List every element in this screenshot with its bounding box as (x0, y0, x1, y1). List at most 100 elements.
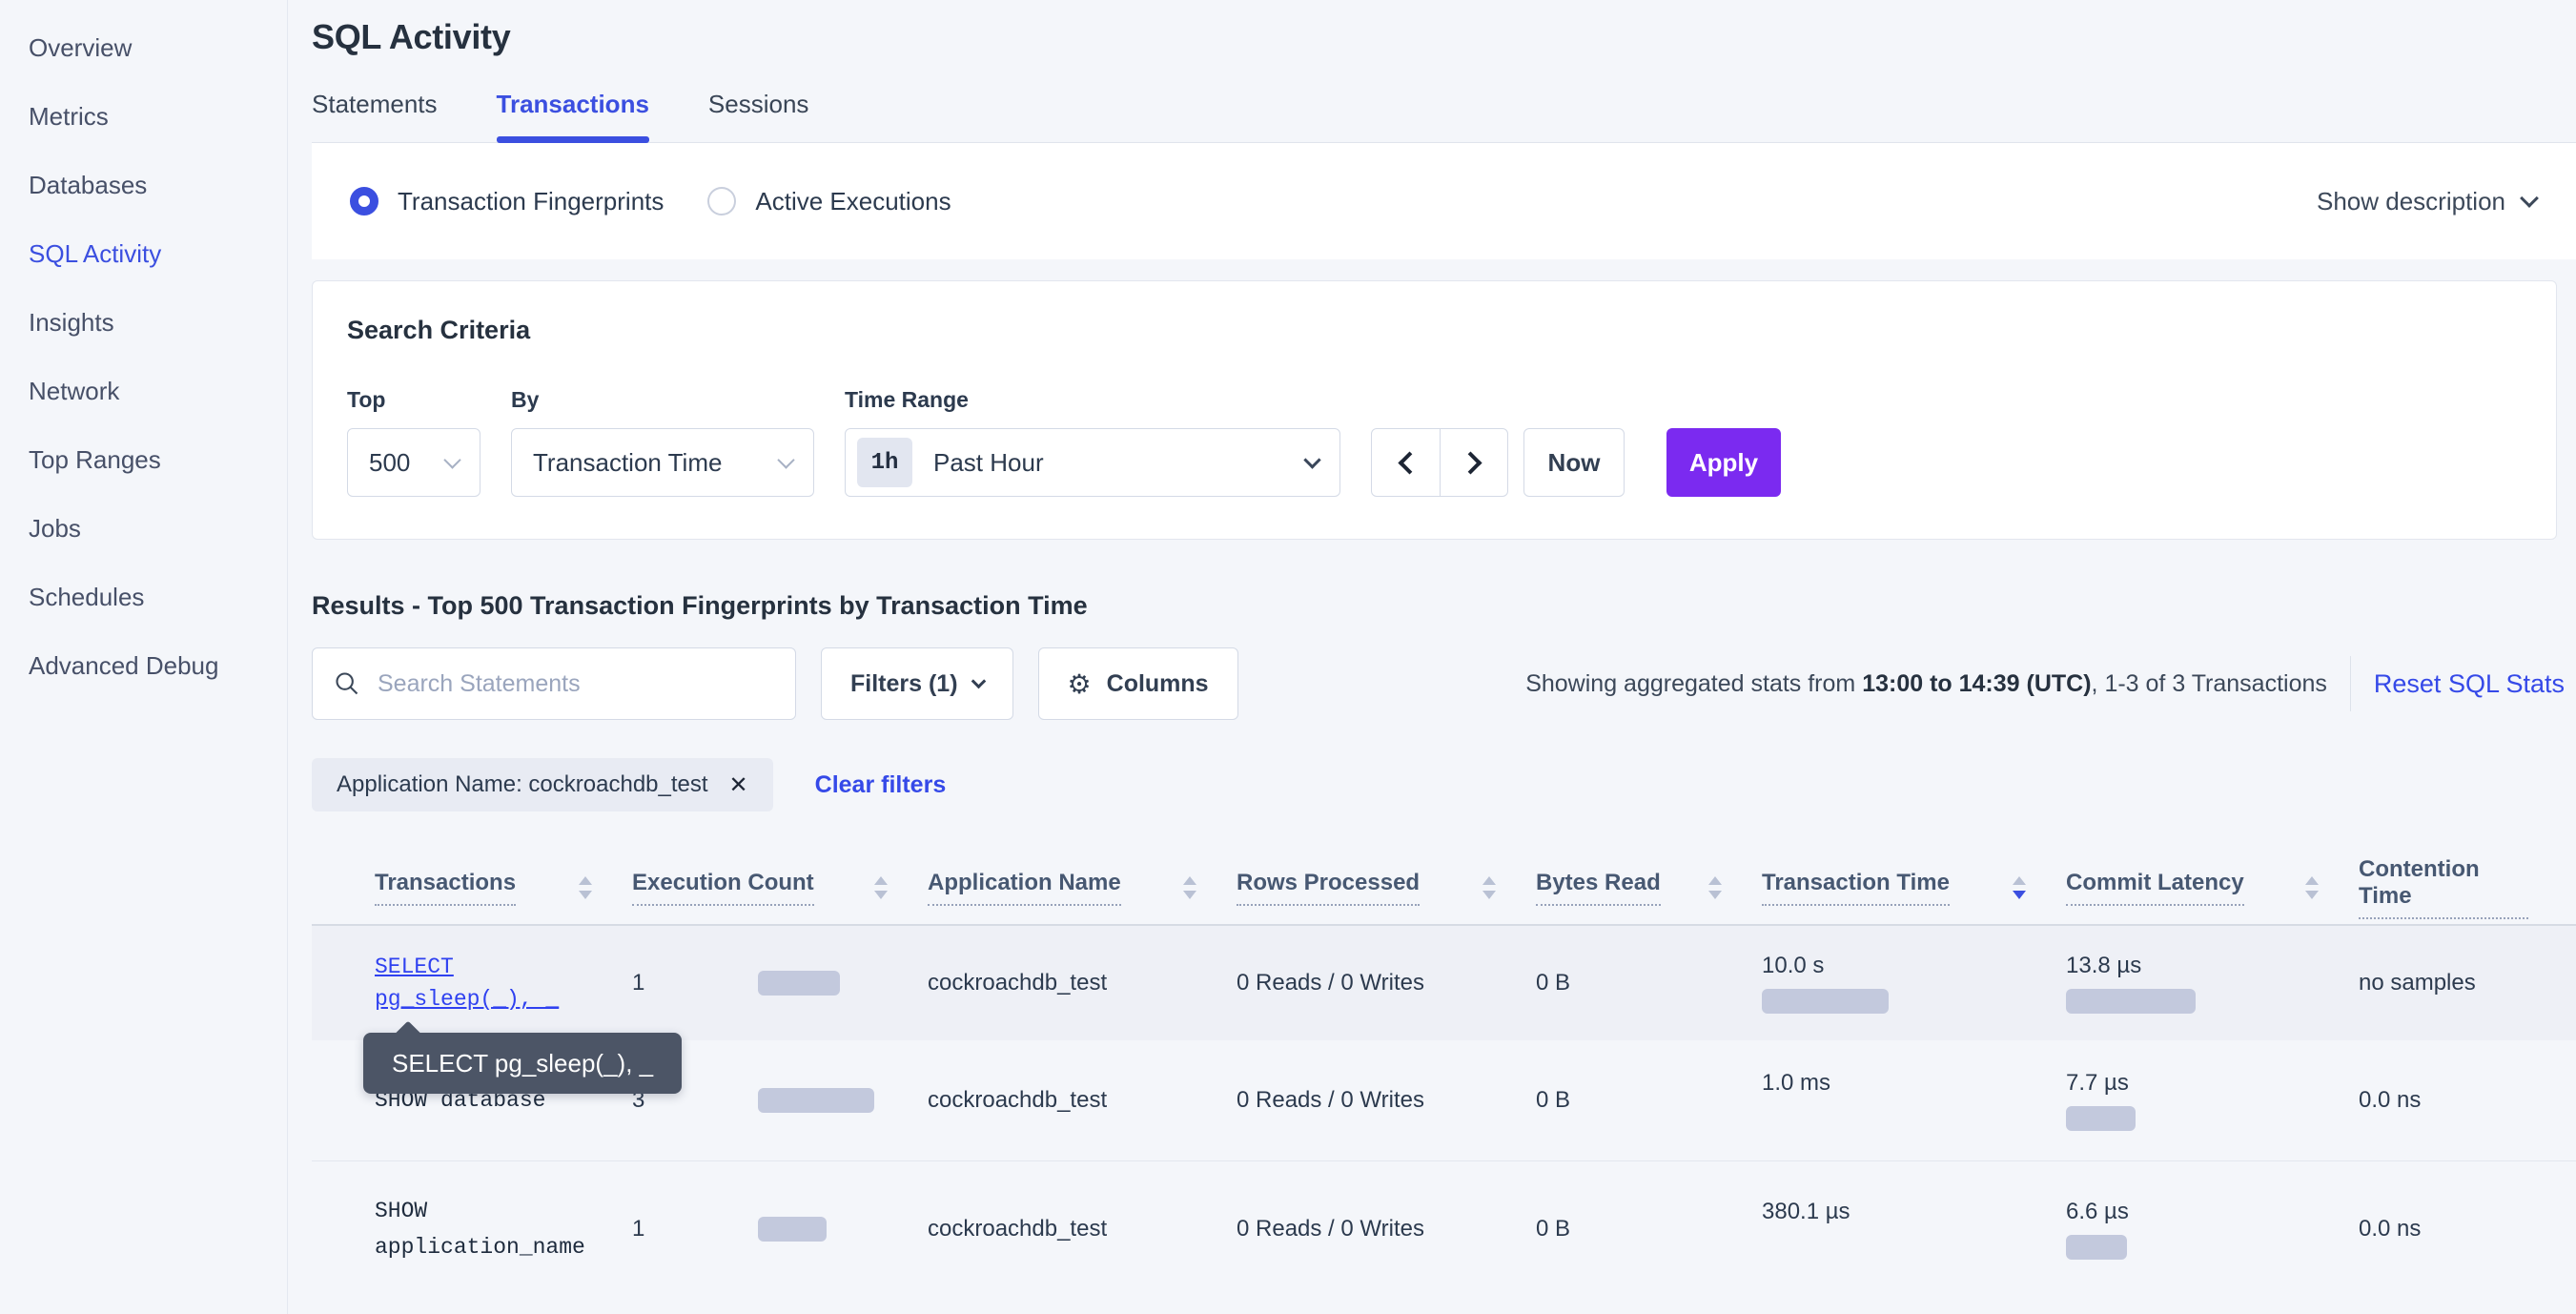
column-label: Transactions (375, 870, 517, 906)
column-header-transactions[interactable]: Transactions (375, 870, 632, 906)
sort-icon-active[interactable] (2013, 876, 2026, 899)
next-time-button[interactable] (1440, 429, 1507, 496)
column-header-rows-processed[interactable]: Rows Processed (1237, 870, 1536, 906)
sidebar-item-network[interactable]: Network (29, 376, 120, 405)
sort-down-icon (1708, 891, 1722, 899)
sidebar-item-databases[interactable]: Databases (29, 170, 148, 199)
commit-latency-value: 6.6 µs (2066, 1198, 2129, 1224)
sidebar-item-schedules[interactable]: Schedules (29, 582, 145, 611)
sidebar-item-top-ranges[interactable]: Top Ranges (29, 444, 161, 474)
radio-active-executions[interactable]: Active Executions (707, 187, 951, 216)
search-criteria-card: Search Criteria Top 500 By Transaction T… (312, 280, 2557, 540)
search-criteria-heading: Search Criteria (347, 316, 531, 344)
time-range-select[interactable]: 1h Past Hour (845, 428, 1340, 497)
transaction-time-cell: 1.0 ms (1762, 1070, 2066, 1131)
commit-latency-cell: 6.6 µs (2066, 1199, 2359, 1260)
commit-latency-value: 7.7 µs (2066, 1070, 2129, 1096)
column-header-transaction-time[interactable]: Transaction Time (1762, 870, 2066, 906)
page-title: SQL Activity (312, 17, 511, 56)
by-label: By (511, 387, 540, 412)
filters-button[interactable]: Filters (1) (821, 647, 1013, 720)
close-icon[interactable]: ✕ (728, 771, 748, 798)
transaction-time-bar (1762, 989, 1889, 1014)
search-box[interactable] (312, 647, 796, 720)
sort-up-icon (579, 876, 592, 885)
sort-icon[interactable] (579, 876, 592, 899)
statement-link[interactable]: SHOW application_name (375, 1198, 585, 1260)
radio-transaction-fingerprints[interactable]: Transaction Fingerprints (350, 187, 664, 216)
sidebar-item-sql-activity[interactable]: SQL Activity (29, 238, 162, 268)
sort-up-icon (1708, 876, 1722, 885)
rows-processed-cell: 0 Reads / 0 Writes (1237, 1087, 1424, 1113)
chevron-down-icon (777, 450, 795, 469)
radio-unselected-icon[interactable] (707, 187, 737, 216)
column-header-application-name[interactable]: Application Name (928, 870, 1237, 906)
by-select[interactable]: Transaction Time (511, 428, 814, 497)
transaction-cell: SHOW application_name (375, 1193, 632, 1265)
time-range-badge: 1h (857, 438, 912, 487)
gear-icon: ⚙ (1067, 668, 1092, 699)
application-name-cell: cockroachdb_test (928, 970, 1108, 996)
show-description-toggle[interactable]: Show description (2317, 187, 2539, 216)
sort-up-icon (1183, 876, 1196, 885)
radio-selected-icon[interactable] (350, 187, 378, 216)
columns-button[interactable]: ⚙ Columns (1037, 647, 1238, 720)
results-heading: Results - Top 500 Transaction Fingerprin… (312, 591, 1088, 620)
aggregated-stats-text: Showing aggregated stats from 13:00 to 1… (1525, 670, 2327, 698)
stats-suffix: , 1-3 of 3 Transactions (2091, 669, 2327, 697)
column-label: Contention Time (2359, 856, 2528, 919)
table-row[interactable]: SHOW application_name 1 cockroachdb_test… (312, 1160, 2576, 1296)
column-header-commit-latency[interactable]: Commit Latency (2066, 870, 2359, 906)
time-range-field: Time Range 1h Past Hour (845, 387, 1340, 497)
commit-latency-bar (2066, 1106, 2136, 1131)
sort-icon[interactable] (1183, 876, 1196, 899)
sidebar-item-jobs[interactable]: Jobs (29, 513, 81, 543)
column-label: Bytes Read (1536, 870, 1661, 906)
by-select-value: Transaction Time (533, 447, 723, 477)
reset-sql-stats-link[interactable]: Reset SQL Stats (2373, 668, 2565, 698)
transaction-time-cell: 380.1 µs (1762, 1199, 2066, 1260)
table-header-row: Transactions Execution Count Application… (312, 852, 2576, 926)
tab-statements[interactable]: Statements (312, 90, 438, 118)
column-header-execution-count[interactable]: Execution Count (632, 870, 928, 906)
columns-button-label: Columns (1106, 669, 1209, 697)
sidebar-item-insights[interactable]: Insights (29, 307, 114, 337)
transaction-time-value: 380.1 µs (1762, 1198, 1850, 1224)
application-name-filter-chip[interactable]: Application Name: cockroachdb_test ✕ (312, 758, 773, 811)
time-controls: Now Apply (1371, 428, 1781, 497)
search-input[interactable] (376, 668, 774, 699)
table-row[interactable]: SELECT pg_sleep(_), _ 1 cockroachdb_test… (312, 926, 2576, 1040)
statement-link[interactable]: SELECT pg_sleep(_), _ (375, 955, 560, 1012)
sort-down-icon (874, 891, 888, 899)
apply-button[interactable]: Apply (1666, 428, 1781, 497)
results-toolbar: Filters (1) ⚙ Columns Showing aggregated… (312, 647, 2576, 720)
top-select[interactable]: 500 (347, 428, 480, 497)
tab-transactions[interactable]: Transactions (496, 90, 649, 143)
vertical-divider (2349, 656, 2351, 711)
sidebar-item-metrics[interactable]: Metrics (29, 101, 109, 131)
execution-count-bar (758, 971, 840, 996)
column-header-bytes-read[interactable]: Bytes Read (1536, 870, 1762, 906)
contention-time-cell: 0.0 ns (2359, 1087, 2422, 1113)
sort-down-icon (2305, 891, 2319, 899)
sidebar-item-overview[interactable]: Overview (29, 32, 133, 62)
tab-sessions[interactable]: Sessions (707, 90, 809, 118)
previous-time-button[interactable] (1372, 429, 1440, 496)
execution-count-value: 1 (632, 970, 645, 996)
top-select-value: 500 (369, 447, 411, 477)
commit-latency-bar (2066, 1234, 2127, 1260)
clear-filters-link[interactable]: Clear filters (814, 770, 947, 798)
sort-icon[interactable] (1708, 876, 1722, 899)
sidebar-item-advanced-debug[interactable]: Advanced Debug (29, 650, 219, 680)
sort-icon[interactable] (1482, 876, 1496, 899)
tab-transactions-label: Transactions (496, 90, 649, 118)
commit-latency-cell: 7.7 µs (2066, 1070, 2359, 1131)
search-criteria-controls: Top 500 By Transaction Time Time Range (347, 387, 2522, 497)
sort-icon[interactable] (2305, 876, 2319, 899)
column-header-contention-time[interactable]: Contention Time (2359, 856, 2568, 919)
execution-count-value: 1 (632, 1215, 645, 1242)
table-row[interactable]: SHOW database 3 cockroachdb_test 0 Reads… (312, 1040, 2576, 1160)
filters-button-label: Filters (1) (850, 669, 958, 697)
now-button[interactable]: Now (1523, 428, 1625, 497)
sort-icon[interactable] (874, 876, 888, 899)
